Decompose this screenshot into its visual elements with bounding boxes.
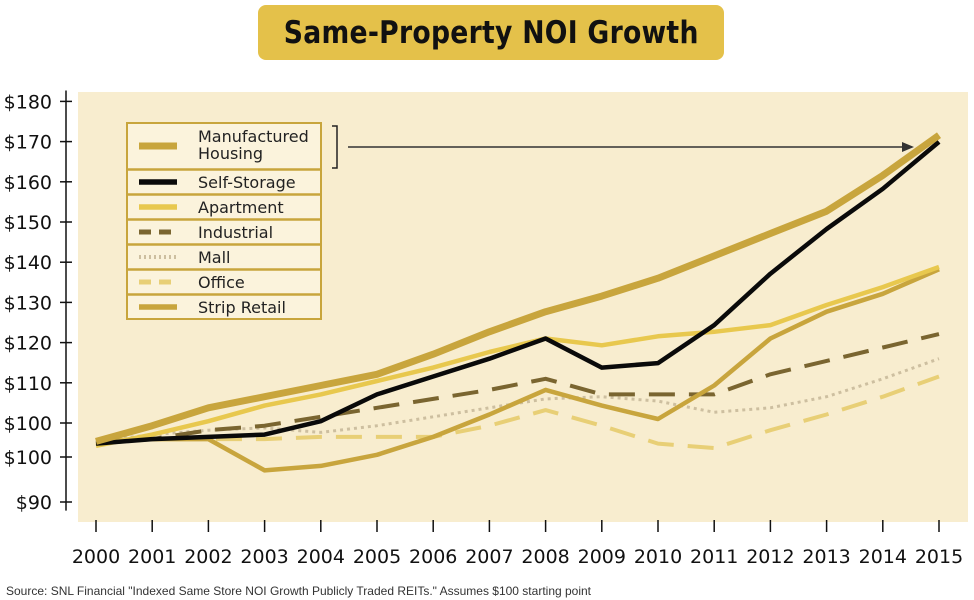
y-tick-label: $140 [4,252,52,274]
legend-row [126,122,322,170]
x-tick-label: 2012 [746,546,794,568]
legend-label-part: Self-Storage [198,173,296,192]
legend-row [126,194,322,220]
x-tick-label: 2011 [690,546,738,568]
legend-label: Strip Retail [198,298,286,317]
legend-label-part: Industrial [198,223,273,242]
x-tick-label: 2007 [465,546,513,568]
y-tick-label: $110 [4,373,52,395]
series-lines [95,132,942,473]
x-tick-label: 2010 [634,546,682,568]
x-tick-label: 2000 [72,546,120,568]
series-line-industrial [95,332,940,446]
x-tick-label: 2015 [915,546,963,568]
y-tick-label: $160 [4,172,52,194]
source-note: Source: SNL Financial "Indexed Same Stor… [6,584,592,598]
series-line-office [95,374,940,451]
legend-label-part: Strip Retail [198,298,286,317]
x-tick-label: 2006 [409,546,457,568]
y-tick-label: $150 [4,212,52,234]
y-tick-label: $90 [16,492,52,514]
y-tick-label: $100 [4,413,52,435]
legend-label: Apartment [198,198,284,217]
legend-label-part: Office [198,273,245,292]
x-tick-label: 2005 [353,546,401,568]
legend-row [126,269,322,295]
legend-label: Manufactured Housing [198,127,309,163]
x-tick-label: 2001 [128,546,176,568]
legend-label: Office [198,273,245,292]
series-line-apartment [95,264,940,449]
series-line-strip-retail [95,267,940,473]
y-tick-label: $100 [4,447,52,469]
series-line-manufactured-housing [95,132,942,445]
x-tick-label: 2009 [578,546,626,568]
legend-label: Mall [198,248,231,267]
legend: Manufactured Housing Self-Storage Apartment… [126,122,322,320]
legend-row [126,219,322,245]
legend-row [126,169,322,195]
y-tick-label: $170 [4,132,52,154]
legend-label-part: Apartment [198,198,284,217]
y-tick-label: $120 [4,333,52,355]
legend-label: Self-Storage [198,173,296,192]
legend-row [126,294,322,320]
x-tick-label: 2008 [521,546,569,568]
legend-label-part: Manufactured [198,127,309,146]
chart-title: Same-Property NOI Growth [283,14,699,51]
x-tick-label: 2003 [240,546,288,568]
x-axis: 2000 2001 2002 2003 2004 2005 2006 2007 2008 2009… [72,520,963,568]
y-tick-label: $180 [4,91,52,113]
chart-title-box: Same-Property NOI Growth [258,5,724,60]
legend-row [126,244,322,270]
legend-label: Industrial [198,223,273,242]
x-tick-label: 2014 [859,546,907,568]
legend-label-part: Mall [198,248,231,267]
y-tick-label: $130 [4,292,52,314]
x-tick-label: 2002 [184,546,232,568]
y-axis: $90 $100 $100 $110 $120 $130 $140 $150 $160 $170 $… [4,90,72,514]
legend-bracket [332,125,338,169]
x-tick-label: 2004 [297,546,345,568]
x-tick-label: 2013 [802,546,850,568]
series-line-self-storage [95,140,941,446]
legend-label-part: Housing [198,144,263,163]
